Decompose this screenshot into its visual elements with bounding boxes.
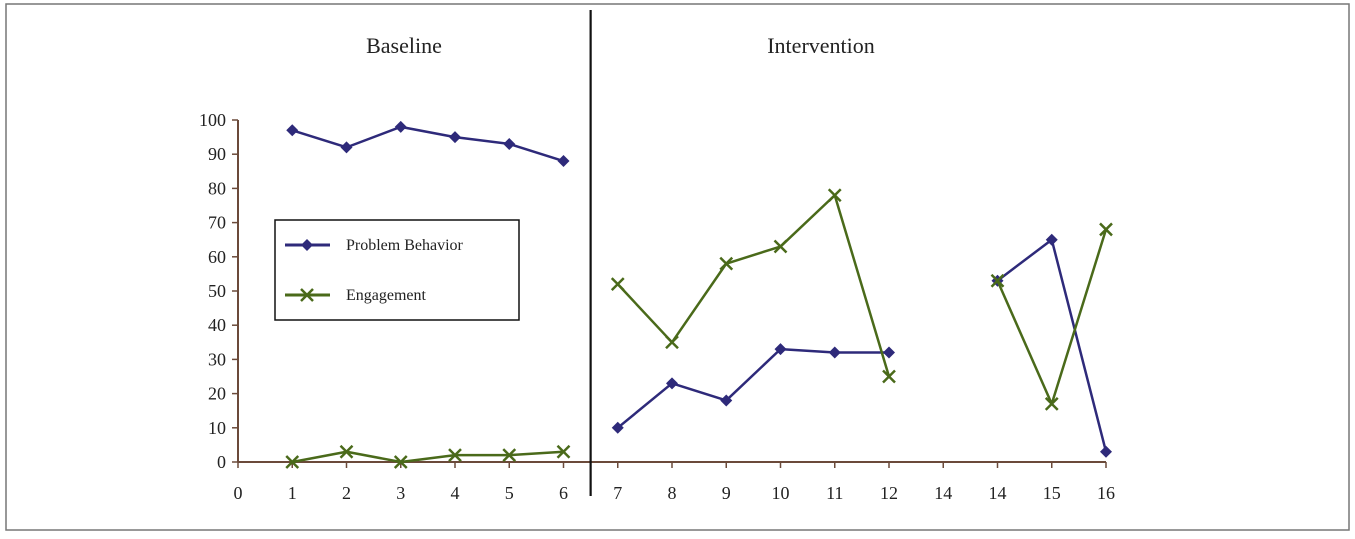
series-line-engagement (616, 193, 891, 377)
data-point-problem-behavior (503, 137, 516, 150)
data-point-engagement (610, 277, 625, 292)
data-point-engagement (285, 455, 300, 469)
data-point-engagement (393, 455, 408, 469)
x-tick-label: 7 (613, 483, 622, 503)
y-tick-label: 40 (208, 315, 226, 335)
series-engagement (285, 188, 1113, 469)
x-tick-label: 14 (989, 483, 1007, 503)
series-line-problem-behavior (616, 347, 889, 429)
data-point-problem-behavior (666, 377, 678, 390)
legend-marker-engagement (300, 288, 314, 302)
y-tick-label: 90 (208, 144, 226, 164)
legend-label-engagement: Engagement (346, 287, 427, 304)
x-tick-label: 3 (396, 483, 405, 503)
data-point-problem-behavior (340, 141, 353, 154)
legend-item-engagement: Engagement (285, 287, 427, 304)
y-tick-label: 70 (208, 213, 226, 233)
x-tick-label: 16 (1097, 483, 1115, 503)
y-tick-label: 100 (199, 110, 226, 130)
data-point-problem-behavior (1045, 233, 1058, 246)
data-point-engagement (502, 448, 517, 463)
x-tick-label: 12 (880, 483, 898, 503)
y-tick-label: 50 (208, 281, 226, 301)
data-point-problem-behavior (394, 120, 407, 133)
data-point-problem-behavior (611, 421, 624, 434)
data-point-problem-behavior (774, 343, 787, 356)
phase-label-baseline: Baseline (366, 33, 442, 58)
data-point-problem-behavior (286, 124, 299, 137)
data-point-problem-behavior (828, 346, 841, 359)
x-tick-label: 4 (451, 483, 460, 503)
x-tick-label: 6 (559, 483, 568, 503)
x-tick-label: 0 (234, 483, 243, 503)
legend-marker-problem-behavior (301, 239, 313, 251)
data-point-engagement (882, 369, 896, 384)
x-tick-label: 15 (1043, 483, 1061, 503)
x-tick-label: 11 (826, 483, 843, 503)
y-tick-label: 20 (208, 384, 226, 404)
y-tick-label: 10 (208, 418, 226, 438)
y-tick-label: 60 (208, 247, 226, 267)
x-tick-label: 8 (668, 483, 677, 503)
x-tick-label: 5 (505, 483, 514, 503)
legend-item-problem-behavior: Problem Behavior (285, 237, 464, 254)
chart-frame (5, 3, 1350, 531)
series-line-problem-behavior (291, 125, 564, 163)
legend-label-problem-behavior: Problem Behavior (346, 237, 464, 254)
series-problem-behavior (286, 120, 1112, 458)
x-tick-label: 14 (934, 483, 952, 503)
data-point-engagement (339, 444, 354, 459)
data-point-problem-behavior (449, 131, 461, 144)
data-point-engagement (665, 335, 679, 350)
y-tick-label: 80 (208, 178, 226, 198)
y-tick-label: 30 (208, 349, 226, 369)
x-tick-label: 2 (342, 483, 351, 503)
data-point-engagement (990, 273, 1005, 288)
data-point-problem-behavior (720, 394, 733, 407)
data-point-engagement (827, 188, 842, 203)
data-point-problem-behavior (557, 155, 570, 168)
data-point-engagement (1044, 396, 1059, 411)
x-tick-label: 10 (772, 483, 790, 503)
data-point-problem-behavior (883, 346, 895, 359)
y-tick-label: 0 (217, 452, 226, 472)
x-tick-label: 9 (722, 483, 731, 503)
data-point-engagement (448, 448, 462, 463)
x-tick-label: 1 (288, 483, 297, 503)
data-point-engagement (719, 256, 734, 271)
data-point-engagement (556, 444, 571, 459)
data-point-problem-behavior (1100, 445, 1112, 458)
data-point-engagement (1099, 222, 1113, 237)
data-point-engagement (773, 239, 788, 254)
legend-box (274, 219, 520, 321)
series-line-engagement (292, 450, 564, 464)
phase-label-intervention: Intervention (767, 33, 875, 58)
